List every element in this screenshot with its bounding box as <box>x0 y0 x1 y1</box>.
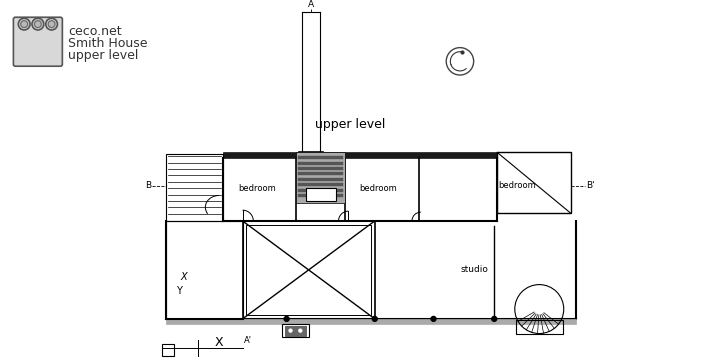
Line: 2 pts: 2 pts <box>542 314 550 332</box>
Bar <box>298 172 343 175</box>
Point <box>532 312 541 316</box>
Point <box>514 319 523 324</box>
Point <box>530 310 539 314</box>
Bar <box>515 320 563 334</box>
Bar <box>296 152 346 203</box>
Circle shape <box>21 21 28 27</box>
FancyBboxPatch shape <box>13 17 62 66</box>
Text: X: X <box>215 336 224 349</box>
Text: B: B <box>145 181 152 190</box>
Line: 2 pts: 2 pts <box>540 315 544 333</box>
Text: Smith House: Smith House <box>68 37 147 50</box>
Bar <box>298 178 343 181</box>
Point <box>536 313 544 317</box>
Bar <box>298 189 343 192</box>
Bar <box>246 225 371 315</box>
Text: B': B' <box>587 181 595 190</box>
Bar <box>298 156 343 159</box>
Point <box>539 311 548 315</box>
Text: bedroom: bedroom <box>359 184 396 193</box>
Point <box>531 311 539 315</box>
Circle shape <box>372 316 378 321</box>
Circle shape <box>32 18 44 30</box>
Point <box>550 326 559 330</box>
Point <box>534 313 543 317</box>
Text: upper level: upper level <box>315 118 386 131</box>
Text: bedroom: bedroom <box>498 181 536 190</box>
Point <box>533 331 542 336</box>
Circle shape <box>18 18 30 30</box>
Point <box>533 312 542 317</box>
Point <box>539 331 548 336</box>
Circle shape <box>284 316 289 321</box>
Line: 2 pts: 2 pts <box>522 313 535 326</box>
Bar <box>298 183 343 186</box>
Point <box>537 312 546 316</box>
Line: 2 pts: 2 pts <box>531 315 537 332</box>
Line: 2 pts: 2 pts <box>543 314 555 328</box>
Circle shape <box>48 21 55 27</box>
Bar <box>166 221 242 319</box>
Point <box>527 330 536 334</box>
Bar <box>306 188 335 201</box>
Line: 2 pts: 2 pts <box>526 314 537 330</box>
Bar <box>166 319 576 324</box>
Bar <box>298 194 343 197</box>
Point <box>545 329 554 334</box>
Text: X: X <box>181 272 187 282</box>
Bar <box>285 326 306 336</box>
Text: studio: studio <box>461 265 489 274</box>
Text: A': A' <box>243 336 251 345</box>
Text: Y: Y <box>176 287 182 296</box>
Line: 2 pts: 2 pts <box>537 315 539 333</box>
Point <box>554 322 563 326</box>
Bar <box>298 167 343 170</box>
Circle shape <box>289 329 292 332</box>
Text: bedroom: bedroom <box>238 184 276 193</box>
Text: ceco.net: ceco.net <box>68 25 122 38</box>
Bar <box>299 152 323 162</box>
Text: A: A <box>308 0 314 9</box>
Bar <box>223 152 497 158</box>
Text: upper level: upper level <box>68 49 139 62</box>
Line: 2 pts: 2 pts <box>518 312 534 321</box>
Bar <box>497 152 571 213</box>
Point <box>518 324 526 328</box>
Bar <box>282 324 309 337</box>
Circle shape <box>34 21 41 27</box>
Circle shape <box>431 316 436 321</box>
Circle shape <box>492 316 497 321</box>
Point <box>522 328 531 332</box>
Line: 2 pts: 2 pts <box>544 313 558 324</box>
Bar <box>162 344 174 356</box>
Bar <box>166 154 223 221</box>
Circle shape <box>46 18 57 30</box>
Circle shape <box>299 329 302 332</box>
Point <box>539 311 547 316</box>
Bar <box>298 162 343 165</box>
